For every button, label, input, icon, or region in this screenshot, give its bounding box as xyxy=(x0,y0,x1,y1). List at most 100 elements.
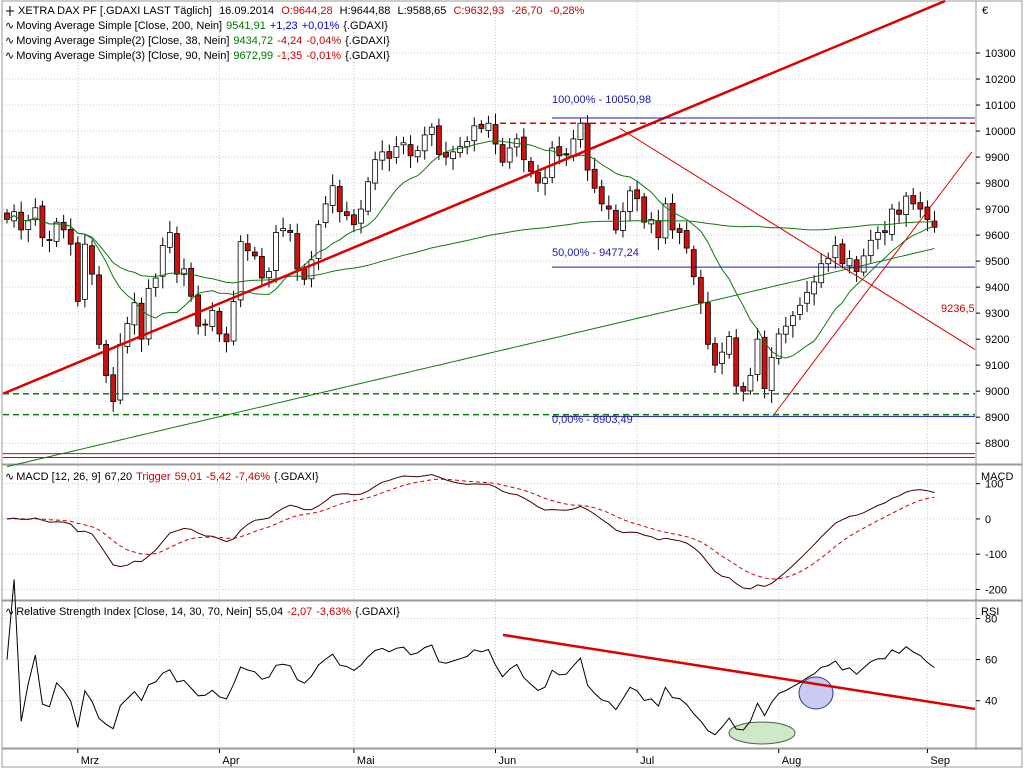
ma90-pct: -0,01% xyxy=(306,50,341,62)
rsi-axis-title: RSI xyxy=(981,606,999,618)
candle xyxy=(379,151,386,161)
rsi-value: 55,04 xyxy=(256,606,284,618)
candle xyxy=(315,224,322,259)
candle xyxy=(690,249,697,278)
ma200-value: 9541,91 xyxy=(226,20,266,32)
legend-high: 9644,88 xyxy=(351,5,391,17)
trigger-value: 59,01 xyxy=(175,471,203,483)
svg-text:∿Relative Strength Index [Clos: ∿ Relative Strength Index [Close, 14, 30,… xyxy=(5,606,400,618)
macd-layer xyxy=(6,474,935,590)
legend-change: -26,70 xyxy=(511,5,542,17)
candle xyxy=(740,386,747,392)
candle xyxy=(103,343,110,376)
candle xyxy=(124,323,131,347)
legend-high-label: H: xyxy=(340,5,351,17)
candle xyxy=(733,337,740,387)
candle xyxy=(209,310,216,327)
candle xyxy=(754,338,761,375)
rsi-panel[interactable] xyxy=(1,600,977,749)
candle xyxy=(18,211,25,231)
trigger-label: Trigger xyxy=(136,471,171,483)
macd-axis-title: MACD xyxy=(981,471,1013,483)
candle xyxy=(216,310,223,335)
candle xyxy=(726,336,733,355)
price-tick-label: 9200 xyxy=(985,334,1009,346)
rsi-icon: ∿ xyxy=(5,606,14,618)
macd-change: -5,42 xyxy=(206,471,231,483)
candle xyxy=(372,159,379,184)
candle xyxy=(237,241,244,301)
ma38-sym: {.GDAXI} xyxy=(345,35,390,47)
ma-icon: ∿ xyxy=(5,50,14,62)
candle xyxy=(584,122,591,171)
candle xyxy=(294,233,301,270)
candle xyxy=(46,239,53,241)
ma200-legend: ∿ Moving Average Simple [Close, 200, Nein… xyxy=(5,20,388,32)
axis-labels-layer: 8800 8900 9000 9100 9200 9300 9400 9500 9600 9700… xyxy=(77,48,1016,767)
ma200-pct: +0,01% xyxy=(302,20,340,32)
candle xyxy=(400,142,407,146)
drawing-tools-layer[interactable] xyxy=(2,0,976,458)
candle xyxy=(273,232,279,271)
legend-open-label: O: xyxy=(281,5,293,17)
candle xyxy=(181,268,187,275)
candle xyxy=(365,181,371,212)
time-tick-label: Jul xyxy=(640,755,654,767)
rsi-axis-panel xyxy=(975,600,1023,749)
candle xyxy=(818,263,825,284)
time-tick-label: Mrz xyxy=(81,755,99,767)
fib-0-label: 0,00% - 8903,49 xyxy=(552,414,633,426)
candle xyxy=(648,219,655,225)
candle xyxy=(464,141,471,148)
candle xyxy=(89,245,95,275)
ma38-name: Moving Average Simple(2) [Close, 38, Nei… xyxy=(16,35,229,47)
candle xyxy=(117,343,124,401)
price-tick-label: 9600 xyxy=(985,230,1009,242)
candle xyxy=(605,205,612,210)
candle xyxy=(528,161,534,172)
candle xyxy=(917,202,924,210)
trigger-line xyxy=(6,478,935,580)
legend-open: 9644,28 xyxy=(293,5,333,17)
candle xyxy=(542,177,548,184)
macd-tick-label: 0 xyxy=(985,514,991,526)
candle xyxy=(556,146,563,157)
candle xyxy=(223,333,230,343)
candle xyxy=(435,125,442,155)
rsi-name: Relative Strength Index [Close, 14, 30, … xyxy=(16,606,251,618)
price-tick-label: 9300 xyxy=(985,308,1009,320)
candle xyxy=(138,302,145,340)
candle xyxy=(11,211,17,222)
candle xyxy=(421,134,428,152)
candle xyxy=(782,325,789,335)
price-axis-panel xyxy=(975,0,1023,465)
up-trendline xyxy=(772,151,973,417)
candle xyxy=(705,302,711,345)
candle xyxy=(860,255,867,273)
candle xyxy=(351,214,357,226)
candle xyxy=(393,146,400,158)
price-tick-label: 10300 xyxy=(985,48,1016,60)
candle xyxy=(598,186,605,205)
candle xyxy=(414,150,421,158)
ma38-value: 9434,72 xyxy=(233,35,273,47)
candle xyxy=(485,122,492,131)
candle xyxy=(492,124,499,145)
rsi-oversold-highlight xyxy=(728,721,796,745)
legend-low-label: L: xyxy=(397,5,406,17)
cursor-icon[interactable] xyxy=(6,6,14,16)
price-tick-label: 9500 xyxy=(985,256,1009,268)
candle xyxy=(549,147,556,178)
candle xyxy=(407,144,414,157)
candle xyxy=(669,202,676,231)
price-panel[interactable] xyxy=(1,0,977,465)
candle xyxy=(308,259,315,280)
macd-tick-label: -200 xyxy=(985,584,1007,596)
legend-change-pct: -0,28% xyxy=(550,5,585,17)
macd-panel[interactable] xyxy=(1,464,977,601)
candle xyxy=(882,230,888,233)
candle xyxy=(612,209,619,231)
